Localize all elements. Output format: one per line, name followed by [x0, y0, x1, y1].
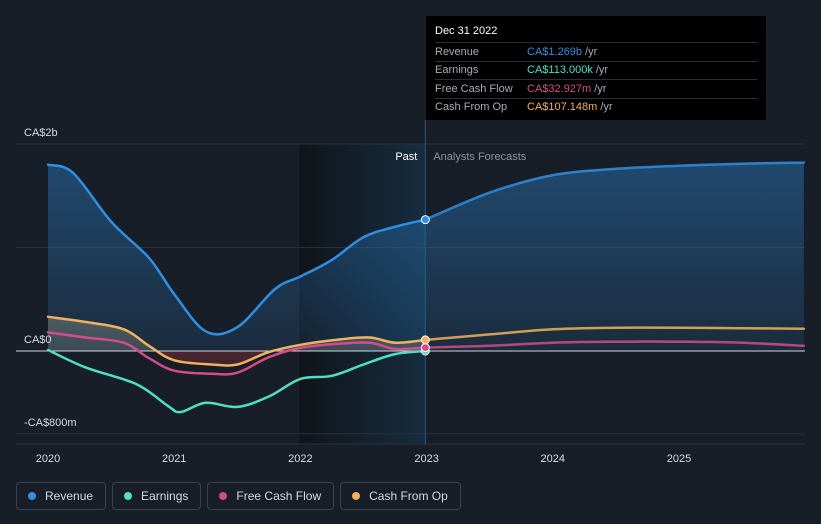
- tooltip-row-revenue: Revenue CA$1.269b /yr: [435, 42, 757, 61]
- earnings-dot-icon: [124, 492, 133, 500]
- legend-label: Free Cash Flow: [236, 489, 322, 503]
- tooltip-row-cash-from-op: Cash From Op CA$107.148m /yr: [435, 97, 757, 117]
- tooltip-label: Cash From Op: [435, 101, 508, 114]
- free-cash-flow-line-forecast: [424, 340, 806, 349]
- legend-label: Revenue: [45, 489, 94, 503]
- free-cash-flow-line-past: [46, 331, 427, 376]
- legend-item-cash-from-op[interactable]: Cash From Op: [340, 482, 461, 510]
- revenue-dot-icon: [28, 492, 36, 500]
- y-tick-label: CA$2b: [24, 127, 58, 139]
- x-tick-label: 2021: [162, 453, 186, 465]
- revenue-marker: [420, 215, 430, 225]
- tooltip-value: CA$1.269b: [527, 45, 583, 58]
- tooltip-row-earnings: Earnings CA$113.000k /yr: [435, 60, 757, 80]
- tooltip-label: Earnings: [435, 64, 479, 77]
- x-tick-label: 2022: [288, 453, 312, 465]
- y-tick-label: CA$0: [24, 334, 52, 346]
- tooltip-label: Revenue: [435, 45, 480, 58]
- free-cash-flow-marker: [420, 343, 430, 353]
- legend-item-revenue[interactable]: Revenue: [16, 482, 107, 510]
- x-tick-label: 2020: [36, 453, 60, 465]
- revenue-line-past: [46, 163, 427, 336]
- cash-from-op-line-forecast: [424, 326, 806, 342]
- y-tick-label: -CA$800m: [24, 417, 77, 429]
- legend-label: Earnings: [141, 489, 189, 503]
- cash-from-op-dot-icon: [352, 492, 361, 500]
- x-tick-label: 2024: [541, 453, 565, 465]
- tooltip-unit: /yr: [595, 64, 609, 77]
- tooltip-unit: /yr: [600, 101, 613, 114]
- tooltip-value: CA$113.000k: [527, 64, 593, 77]
- x-tick-label: 2023: [414, 453, 438, 465]
- tooltip-unit: /yr: [594, 82, 607, 95]
- earnings-line-past: [46, 348, 427, 414]
- past-label: Past: [395, 151, 417, 163]
- cash-from-op-line-past: [46, 315, 427, 367]
- cfo-negative-area: [48, 351, 426, 366]
- tooltip-value: CA$107.148m: [527, 101, 598, 114]
- tooltip-unit: /yr: [585, 45, 598, 58]
- tooltip-label: Free Cash Flow: [435, 82, 513, 95]
- x-tick-label: 2025: [667, 453, 691, 465]
- legend-item-free-cash-flow[interactable]: Free Cash Flow: [207, 482, 335, 510]
- legend: Revenue Earnings Free Cash Flow Cash Fro…: [16, 482, 461, 510]
- legend-item-earnings[interactable]: Earnings: [112, 482, 202, 510]
- tooltip: Dec 31 2022 Revenue CA$1.269b /yr Earnin…: [426, 16, 766, 120]
- revenue-line-forecast: [424, 161, 806, 221]
- cash-from-op-marker: [420, 335, 430, 345]
- tooltip-date: Dec 31 2022: [435, 25, 498, 37]
- tooltip-value: CA$32.927m: [527, 82, 592, 95]
- free-cash-flow-dot-icon: [219, 492, 228, 500]
- forecast-label: Analysts Forecasts: [433, 151, 526, 163]
- legend-label: Cash From Op: [369, 489, 448, 503]
- tooltip-row-free-cash-flow: Free Cash Flow CA$32.927m /yr: [435, 79, 757, 98]
- revenue-area: [48, 162, 804, 351]
